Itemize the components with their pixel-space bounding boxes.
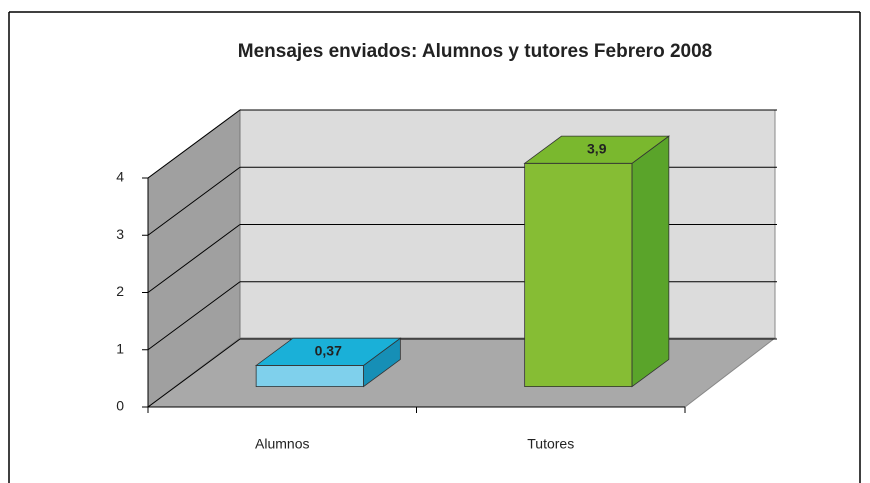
grid-line [147,166,241,236]
y-tick-label: 0 [116,398,124,414]
y-tick-label: 1 [116,340,124,356]
bar-side [631,135,670,388]
grid-line [147,224,241,293]
grid-line [147,338,241,408]
y-tick-label: 2 [116,283,124,299]
data-label: 0,37 [315,343,342,359]
data-label: 3,9 [587,140,607,156]
grid-line [147,109,241,179]
bar-top [254,337,402,366]
y-tick-label: 4 [116,169,124,185]
bar-front [524,162,633,387]
grid-line [147,281,241,351]
y-tick-label: 3 [116,226,124,242]
bar-top [523,135,671,164]
floor [146,337,777,408]
x-tick-label: Alumnos [255,436,309,452]
bar-front [255,365,364,388]
chart-title: Mensajes enviados: Alumnos y tutores Feb… [238,41,712,62]
x-tick-label: Tutores [527,436,574,452]
